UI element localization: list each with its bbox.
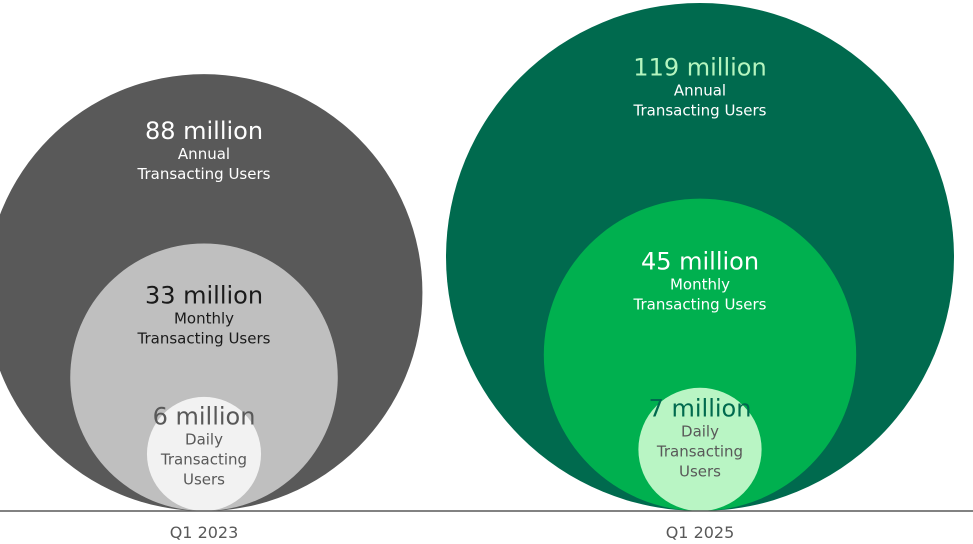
bubble-metric-label: Daily [681, 423, 719, 441]
bubble-metric-label: Monthly [174, 310, 234, 328]
bubbles-layer [0, 3, 954, 512]
bubble-metric-label: Annual [674, 82, 726, 100]
bubble-metric-label: Users [679, 463, 721, 481]
bubble-value: 6 million [153, 402, 256, 430]
bubble-metric-label: Transacting Users [633, 102, 767, 120]
category-label: Q1 2025 [666, 523, 735, 542]
bubble-daily-1 [146, 396, 262, 511]
bubble-metric-label: Transacting Users [137, 330, 271, 348]
bubble-metric-label: Users [183, 470, 225, 488]
bubble-metric-label: Transacting [160, 450, 247, 468]
bubble-value: 88 million [145, 117, 263, 145]
bubble-monthly-1 [70, 243, 338, 511]
category-label: Q1 2023 [170, 523, 239, 542]
bubble-value: 119 million [633, 54, 766, 82]
bubble-metric-label: Transacting Users [633, 295, 767, 313]
bubble-metric-label: Transacting [656, 443, 743, 461]
bubble-metric-label: Annual [178, 145, 230, 163]
bubble-value: 33 million [145, 282, 263, 310]
bubble-value: 45 million [641, 247, 759, 275]
bubble-metric-label: Monthly [670, 275, 730, 293]
bubble-value: 7 million [649, 395, 752, 423]
bubble-metric-label: Transacting Users [137, 165, 271, 183]
bubble-monthly-2 [543, 198, 857, 511]
bubble-metric-label: Daily [185, 430, 223, 448]
bubble-daily-2 [638, 387, 762, 512]
